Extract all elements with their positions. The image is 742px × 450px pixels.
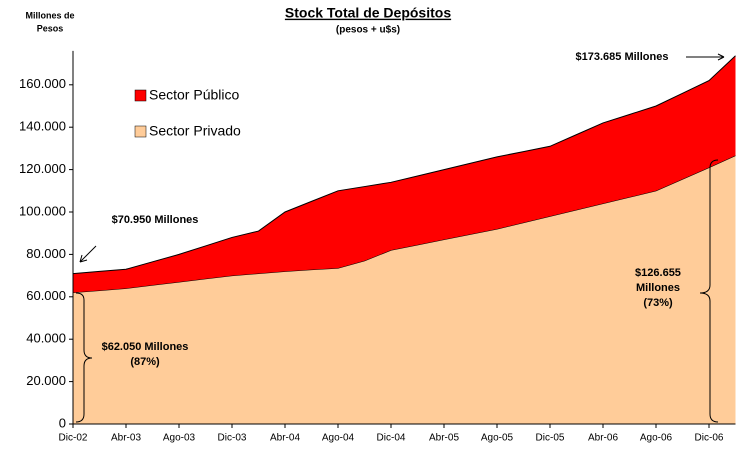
x-tick-label: Abr-06 [588, 433, 618, 444]
y-tick-label: 160.000 [19, 76, 66, 91]
annotation: $173.685 Millones [576, 51, 669, 63]
area [73, 155, 736, 424]
annotation: $62.050 Millones [102, 341, 189, 353]
brace [75, 292, 93, 423]
x-tick-label: Dic-06 [695, 433, 724, 444]
x-tick-label: Ago-04 [322, 433, 355, 444]
x-tick-label: Dic-05 [536, 433, 565, 444]
x-tick-label: Dic-04 [377, 433, 406, 444]
legend-swatch [134, 89, 147, 102]
plot-area: 0 20.000 40.000 60.000 80.000 100.000 120.000 1… [19, 50, 736, 444]
y-tick-label: 40.000 [26, 331, 66, 346]
x-tick-label: Dic-03 [218, 433, 247, 444]
y-tick-label: 120.000 [19, 161, 66, 176]
y-tick-label: 80.000 [26, 246, 66, 261]
arrow-head [79, 254, 88, 263]
x-tick-label: Abr-03 [111, 433, 141, 444]
y-axis-label: Millones de [25, 10, 74, 20]
annotation: (87%) [130, 356, 160, 368]
x-tick-label: Ago-06 [640, 433, 673, 444]
annotation: $70.950 Millones [112, 214, 199, 226]
y-axis-label: Pesos [37, 23, 64, 33]
annotation: Millones [636, 282, 680, 294]
y-tick-label: 60.000 [26, 288, 66, 303]
legend-swatch [134, 125, 147, 138]
chart-title: Stock Total de Depósitos [285, 5, 451, 21]
y-tick-label: 0 [59, 415, 66, 430]
chart-subtitle: (pesos + u$s) [336, 25, 400, 36]
x-tick-label: Abr-04 [270, 433, 300, 444]
legend: Sector Público Sector Privado [134, 87, 241, 139]
x-tick-label: Ago-03 [163, 433, 196, 444]
x-tick-label: Abr-05 [429, 433, 459, 444]
area-edge [72, 55, 736, 275]
annotations: $173.685 Millones $70.950 Millones $62.050… [102, 51, 681, 368]
y-tick-label: 20.000 [26, 373, 66, 388]
area [73, 55, 736, 293]
brace [699, 159, 719, 423]
legend-label: Sector Privado [149, 123, 241, 139]
annotation: (73%) [643, 297, 673, 309]
arrow-head [717, 53, 725, 61]
y-tick-label: 100.000 [19, 203, 66, 218]
decorations [75, 53, 725, 423]
x-tick-label: Dic-02 [59, 433, 88, 444]
y-tick-label: 140.000 [19, 119, 66, 134]
annotation: $126.655 [635, 267, 681, 279]
legend-label: Sector Público [149, 87, 239, 103]
arrow [79, 245, 97, 263]
x-tick-label: Ago-05 [481, 433, 514, 444]
